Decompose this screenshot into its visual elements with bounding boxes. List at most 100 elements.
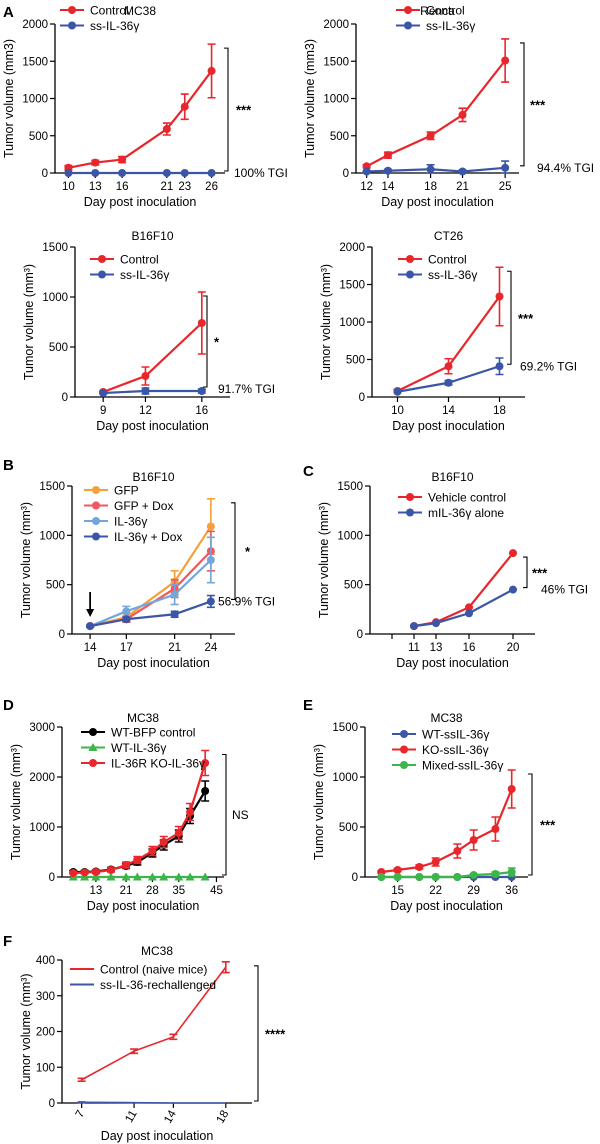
x-tick-label: 13 [89,181,102,193]
panel-3: B16F10 0 500 1000 1500 9 12 16 Day post inoculat… [22,229,275,433]
x-tick-label: 14 [382,181,395,193]
y-tick-label: 500 [29,131,48,143]
y-tick-label: 500 [346,355,365,367]
y-tick-label: 0 [59,629,65,641]
data-point [491,825,500,833]
data-point [415,873,424,881]
legend-label: ss-IL-36γ [90,19,139,33]
series-2 [362,160,510,176]
legend-label: Control [90,4,129,18]
data-point [207,169,216,177]
series-line [68,70,213,169]
tgi-annotation: 91.7% TGI [218,382,275,396]
data-point [507,868,516,876]
data-point [362,167,371,176]
x-tick-label: 13 [430,642,443,654]
y-tick-label: 1500 [339,280,365,292]
data-point [91,868,100,876]
series-line [413,588,514,628]
significance-label: *** [236,103,252,118]
x-tick-label: 35 [172,885,185,897]
legend-entry: Control [398,253,467,267]
legend-marker [89,728,97,736]
y-tick-label: 100 [36,1062,55,1074]
y-tick-label: 500 [330,131,349,143]
x-tick-label: 13 [90,885,103,897]
error-bar [77,1101,86,1104]
data-point [170,610,179,619]
legend-label: WT-IL-36γ [111,741,166,755]
data-point [91,872,101,881]
data-point [377,873,386,881]
legend-entry: Control (naive mice) [70,963,207,977]
data-point [507,785,516,793]
data-point [201,787,210,795]
data-point [106,866,115,874]
legend-entry: WT-IL-36γ [81,741,166,755]
legend-marker [404,6,412,14]
panel-1: A MC38 0 500 1000 1500 2000 10 13 16 21 23 26 Day pos… [2,4,288,210]
y-tick-label: 1000 [337,530,363,542]
x-axis-label: Day post inoculation [101,1129,214,1143]
data-point [91,169,100,177]
legend-marker [98,270,106,279]
legend-label: Control [426,4,465,18]
legend-label: WT-BFP control [111,726,195,740]
data-point [180,102,189,111]
data-point [197,387,206,395]
legend-label: ss-IL-36-rechallenged [100,978,216,992]
series-2 [64,169,216,177]
legend-marker [400,745,408,754]
x-tick-label: 18 [424,181,437,193]
x-tick-label: 21 [168,642,181,654]
data-point [453,847,462,855]
legend-marker [400,730,408,738]
legend-marker [404,21,412,30]
data-point [206,556,215,564]
data-point [141,387,150,395]
data-point [444,362,453,371]
x-axis-label: Day post inoculation [381,195,494,209]
legend-marker [92,486,100,494]
series-line [102,322,203,394]
legend-label: IL-36γ + Dox [114,530,182,544]
series-1 [99,291,206,396]
data-point [458,167,467,176]
y-tick-label: 1500 [337,481,363,493]
data-point [495,292,504,301]
data-point [415,863,424,871]
data-point [148,847,157,855]
data-point [162,169,171,177]
data-point [122,861,131,869]
legend-label: WT-ssIL-36γ [422,728,489,742]
data-point [141,372,150,380]
legend-label: GFP + Dox [114,499,173,513]
legend-marker [406,493,414,501]
data-point [200,872,210,881]
x-tick-label: 12 [360,181,373,193]
legend-entry: IL-36γ + Dox [84,530,182,544]
x-tick-label: 7 [74,1109,88,1121]
panel-letter: A [3,4,14,21]
y-tick-label: 500 [49,342,68,354]
x-tick-label: 16 [463,642,476,654]
x-tick-label: 14 [442,405,455,417]
y-tick-label: 500 [344,580,363,592]
legend-label: KO-ssIL-36γ [422,743,489,757]
data-point [118,155,127,164]
panel-title: MC38 [141,944,173,958]
legend-label: Mixed-ssIL-36γ [422,759,503,773]
significance-label: NS [232,808,249,822]
legend-entry: ss-IL-36γ [90,268,169,282]
y-tick-label: 0 [62,392,68,404]
x-axis-label: Day post inoculation [97,656,210,670]
data-point [174,829,183,837]
data-point [426,131,435,140]
x-tick-label: 21 [120,885,133,897]
panel-title: Renca [420,4,455,18]
error-bar [221,960,230,974]
series-line [103,389,202,395]
data-point [69,869,78,877]
data-point [91,158,100,167]
x-tick-label: 14 [162,1108,179,1126]
